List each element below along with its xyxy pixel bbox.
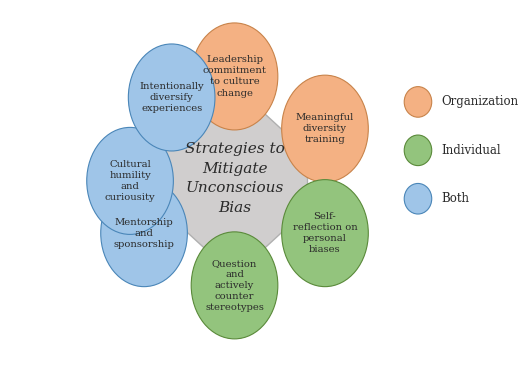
Ellipse shape [404, 87, 432, 117]
Text: Intentionally
diversify
experiences: Intentionally diversify experiences [139, 82, 204, 113]
Ellipse shape [404, 183, 432, 214]
Text: Self-
reflection on
personal
biases: Self- reflection on personal biases [293, 212, 357, 254]
Text: Meaningful
diversity
training: Meaningful diversity training [296, 113, 354, 144]
Text: Mentorship
and
sponsorship: Mentorship and sponsorship [113, 218, 175, 249]
Text: Leadership
commitment
to culture
change: Leadership commitment to culture change [203, 55, 266, 97]
Ellipse shape [282, 180, 368, 287]
Ellipse shape [404, 135, 432, 166]
Ellipse shape [191, 23, 278, 130]
Text: Individual: Individual [441, 144, 501, 157]
Text: Organization: Organization [441, 95, 518, 108]
Ellipse shape [282, 75, 368, 182]
Text: Strategies to
Mitigate
Unconscious
Bias: Strategies to Mitigate Unconscious Bias [185, 142, 284, 215]
Ellipse shape [101, 180, 187, 287]
Ellipse shape [128, 44, 215, 151]
Text: Both: Both [441, 192, 469, 205]
Ellipse shape [87, 127, 173, 234]
Polygon shape [162, 114, 307, 248]
Ellipse shape [191, 232, 278, 339]
Text: Cultural
humility
and
curiousity: Cultural humility and curiousity [105, 160, 155, 202]
Text: Question
and
actively
counter
stereotypes: Question and actively counter stereotype… [205, 259, 264, 312]
